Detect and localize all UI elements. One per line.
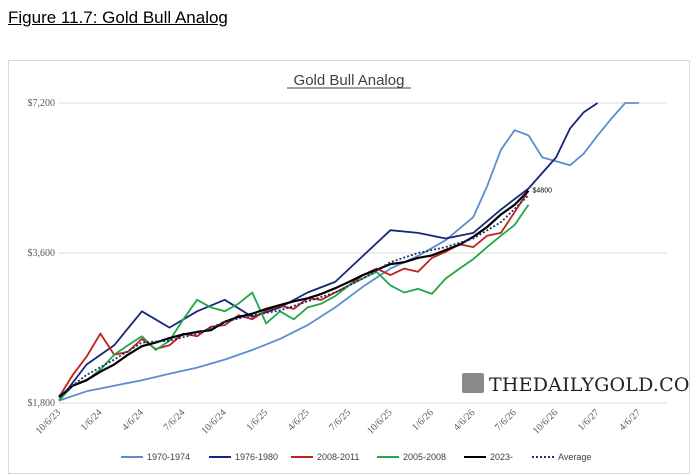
series-line-1970-1974 — [58, 102, 639, 402]
x-tick-label: 4/6/25 — [286, 407, 312, 433]
series-line-2023- — [58, 189, 530, 398]
legend-label: 2023- — [490, 452, 513, 462]
figure-title: Figure 11.7: Gold Bull Analog — [8, 8, 228, 27]
legend-label: 2005-2008 — [403, 452, 446, 462]
legend-label: 1970-1974 — [147, 452, 190, 462]
x-tick-label: 7/6/26 — [493, 407, 519, 433]
x-tick-label: 1/6/27 — [576, 407, 602, 433]
legend-label: Average — [558, 452, 591, 462]
y-tick-label: $3,600 — [28, 248, 56, 259]
x-tick-label: 7/6/25 — [327, 407, 353, 433]
legend-label: 1976-1980 — [235, 452, 278, 462]
x-tick-label: 10/6/23 — [34, 407, 63, 436]
series-line-2005-2008 — [58, 204, 530, 402]
x-tick-label: 4/6/24 — [120, 407, 146, 433]
x-tick-label: 7/6/24 — [162, 407, 188, 433]
gold-bull-analog-chart: Gold Bull Analog $1,800 $3,600 $7,200 10/6/2… — [28, 72, 690, 462]
gold-bar-logo — [462, 373, 484, 393]
x-tick-label: 1/6/24 — [79, 407, 105, 433]
y-tick-label: $7,200 — [28, 98, 56, 109]
chart-frame: Gold Bull Analog $1,800 $3,600 $7,200 10/6/2… — [8, 60, 690, 474]
series-line-average — [58, 194, 530, 397]
x-tick-label: 1/6/26 — [410, 407, 436, 433]
y-tick-label: $1,800 — [28, 398, 56, 409]
series-line-1976-1980 — [58, 102, 599, 402]
x-tick-label: 10/6/26 — [531, 407, 560, 436]
x-tick-label: 4/6/26 — [452, 407, 478, 433]
legend-label: 2008-2011 — [317, 452, 359, 462]
x-tick-label: 10/6/24 — [199, 407, 228, 436]
end-value-label: $4800 — [533, 188, 553, 195]
brand-watermark: THEDAILYGOLD.COM — [489, 374, 689, 396]
x-tick-label: 10/6/25 — [365, 407, 394, 436]
x-tick-label: 1/6/25 — [244, 407, 270, 433]
chart-title: Gold Bull Analog — [294, 72, 405, 89]
series-line-2008-2011 — [58, 190, 530, 398]
x-tick-label: 4/6/27 — [617, 407, 643, 433]
